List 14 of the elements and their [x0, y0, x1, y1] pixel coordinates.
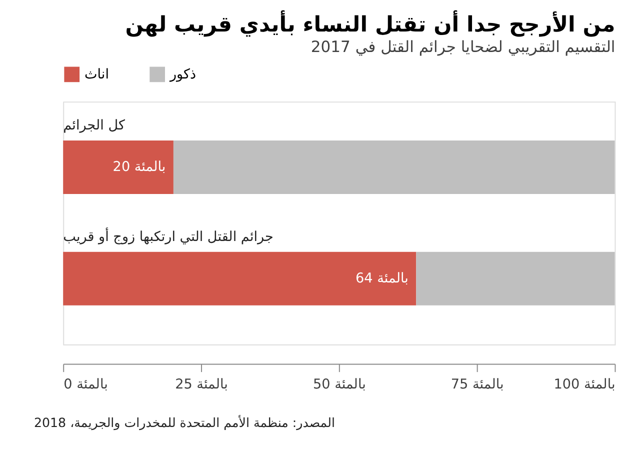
x-tick-label: 25 بالمئة	[175, 376, 228, 393]
legend-label: اناث	[84, 66, 109, 82]
data-label: 20 بالمئة	[112, 159, 166, 176]
x-tick-label: 75 بالمئة	[450, 376, 504, 393]
y-tick-label: كل الجرائم	[63, 117, 126, 134]
text: المصدر: منظمة الأمم المتحدة للمخدرات والجريمة، 2018	[34, 414, 335, 431]
legend-label: ذكور	[168, 66, 196, 82]
x-tick-label: 50 بالمئة	[312, 376, 366, 393]
y-tick-label: جرائم القتل التي ارتكبها زوج أو قريب	[63, 226, 274, 245]
chart-title: من الأرجح جدا أن تقتل النساء بأيدي قريب لهن	[125, 10, 616, 38]
x-tick-label: 0 بالمئة	[64, 376, 108, 393]
data-label: 64 بالمئة	[356, 270, 408, 287]
chart-subtitle: التقسيم التقريبي لضحايا جرائم القتل في 2017	[310, 38, 616, 56]
x-tick-label: 100 بالمئة	[554, 376, 616, 393]
